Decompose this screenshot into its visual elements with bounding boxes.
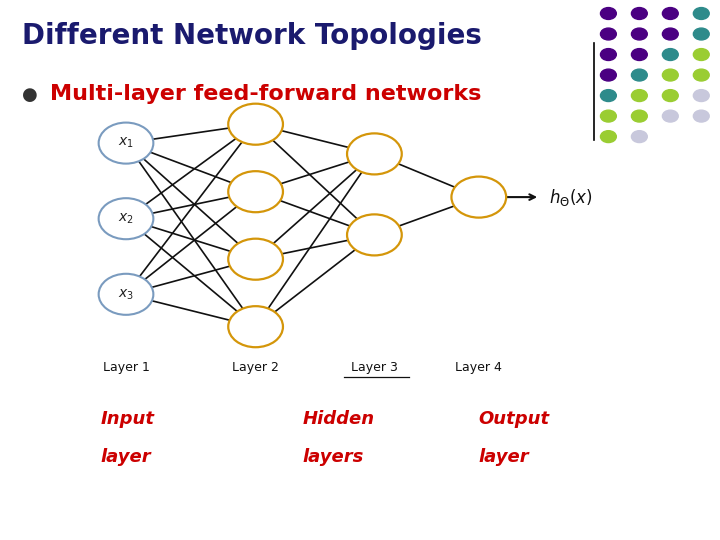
Circle shape: [228, 306, 283, 347]
Circle shape: [99, 274, 153, 315]
Text: Layer 3: Layer 3: [351, 361, 398, 374]
Circle shape: [347, 133, 402, 174]
Circle shape: [228, 171, 283, 212]
Text: Different Network Topologies: Different Network Topologies: [22, 22, 482, 50]
Circle shape: [600, 131, 616, 143]
Text: Output: Output: [479, 410, 550, 428]
Text: Layer 2: Layer 2: [232, 361, 279, 374]
Circle shape: [347, 214, 402, 255]
Circle shape: [228, 104, 283, 145]
Circle shape: [600, 90, 616, 102]
Circle shape: [693, 110, 709, 122]
Circle shape: [662, 69, 678, 81]
Circle shape: [693, 69, 709, 81]
Text: Layer 4: Layer 4: [455, 361, 503, 374]
Circle shape: [600, 8, 616, 19]
Circle shape: [693, 90, 709, 102]
Text: layers: layers: [302, 448, 364, 466]
Text: $h_\Theta(x)$: $h_\Theta(x)$: [549, 187, 593, 207]
Circle shape: [662, 8, 678, 19]
Circle shape: [451, 177, 506, 218]
Circle shape: [662, 90, 678, 102]
Circle shape: [600, 28, 616, 40]
Text: layer: layer: [101, 448, 151, 466]
Text: $x_2$: $x_2$: [118, 212, 134, 226]
Circle shape: [693, 8, 709, 19]
Circle shape: [631, 8, 647, 19]
Text: ●: ●: [22, 86, 37, 104]
Circle shape: [228, 239, 283, 280]
Circle shape: [693, 49, 709, 60]
Text: Layer 1: Layer 1: [102, 361, 150, 374]
Text: $x_1$: $x_1$: [118, 136, 134, 150]
Circle shape: [99, 198, 153, 239]
Circle shape: [600, 110, 616, 122]
Text: Hidden: Hidden: [302, 410, 374, 428]
Circle shape: [631, 90, 647, 102]
Circle shape: [600, 69, 616, 81]
Circle shape: [662, 110, 678, 122]
Text: Multi-layer feed-forward networks: Multi-layer feed-forward networks: [50, 84, 482, 104]
Circle shape: [99, 123, 153, 164]
Text: Input: Input: [101, 410, 155, 428]
Circle shape: [631, 49, 647, 60]
Circle shape: [631, 110, 647, 122]
Circle shape: [631, 69, 647, 81]
Text: $x_3$: $x_3$: [118, 287, 134, 301]
Circle shape: [662, 49, 678, 60]
Circle shape: [693, 28, 709, 40]
Text: layer: layer: [479, 448, 529, 466]
Circle shape: [631, 28, 647, 40]
Circle shape: [600, 49, 616, 60]
Circle shape: [631, 131, 647, 143]
Circle shape: [662, 28, 678, 40]
